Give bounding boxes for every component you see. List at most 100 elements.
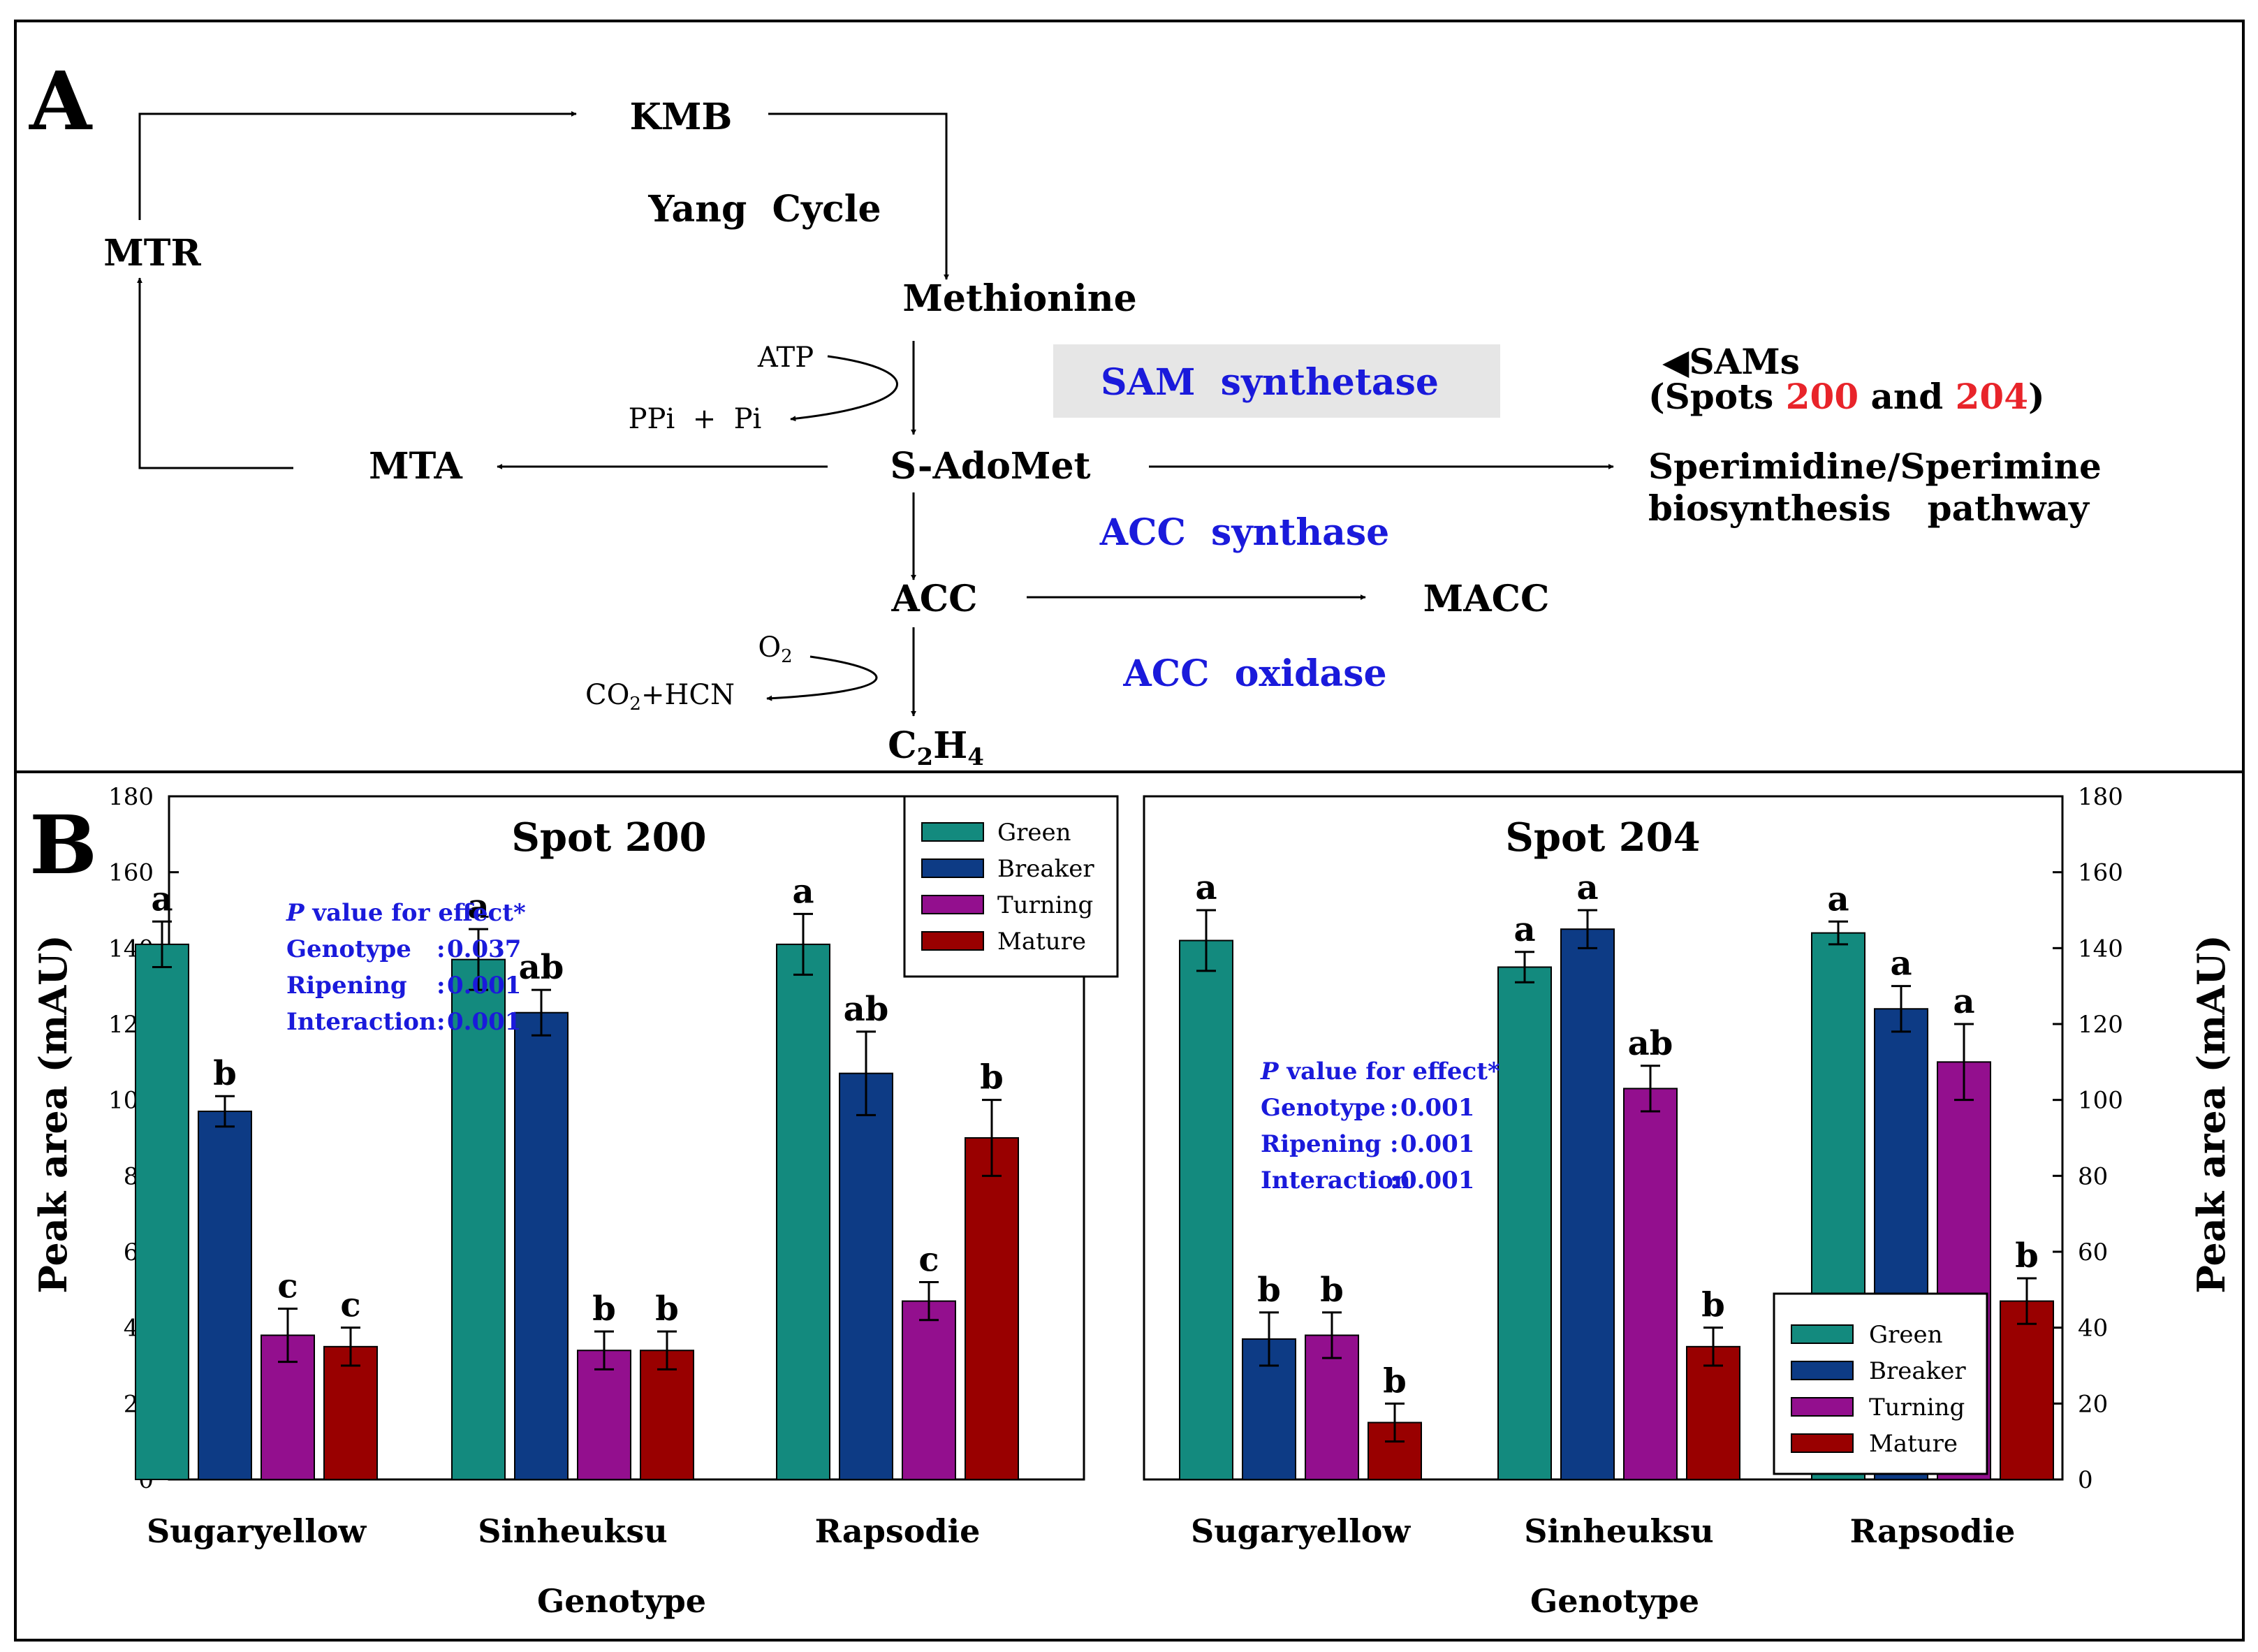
- x-category-label-spot-204: Rapsodie: [1850, 1512, 2016, 1550]
- pvalue-ripening-value: 0.001: [1400, 1130, 1474, 1158]
- chart-spot-200-x-axis-title: Genotype: [537, 1582, 706, 1620]
- significance-letter-spot-200: b: [592, 1289, 616, 1329]
- legend-swatch-turning: [921, 895, 984, 914]
- sams-marker: ◀: [1662, 341, 1689, 382]
- bar-spot-200-green: [135, 943, 189, 1480]
- pvalue-p: P: [286, 899, 305, 927]
- sams-note: ◀SAMs: [1662, 341, 1800, 382]
- cofactor-co2-hcn: CO2+HCN: [585, 679, 735, 715]
- legend-swatch-mature: [921, 931, 984, 951]
- figure-frame: [14, 20, 2245, 1642]
- enzyme-sam-synthetase: SAM synthetase: [1101, 361, 1439, 404]
- pvalue-ripening-colon: :: [437, 972, 446, 1000]
- legend-label-turning: Turning: [997, 891, 1093, 919]
- significance-letter-spot-204: a: [1953, 982, 1974, 1021]
- x-category-label-spot-200: Sinheuksu: [478, 1512, 668, 1550]
- legend-swatch-mature: [1791, 1433, 1854, 1453]
- node-s-adomet: S-AdoMet: [890, 445, 1090, 488]
- spots-open: (Spots: [1648, 376, 1786, 417]
- bar-spot-204-turning: [1623, 1088, 1678, 1481]
- x-category-label-spot-204: Sugaryellow: [1191, 1512, 1411, 1550]
- pvalue-interaction-value: 0.001: [447, 1008, 521, 1036]
- pvalue-genotype-value: 0.001: [1400, 1094, 1474, 1122]
- pvalue-genotype-value: 0.037: [447, 935, 521, 963]
- significance-letter-spot-200: ab: [844, 990, 889, 1029]
- significance-letter-spot-200: ab: [519, 948, 564, 987]
- significance-letter-spot-204: a: [1890, 944, 1912, 984]
- significance-letter-spot-204: a: [1195, 868, 1217, 907]
- chart-spot-204-x-labels: Sugaryellow Sinheuksu Rapsodie: [1191, 1512, 2015, 1550]
- node-methionine: Methionine: [902, 277, 1136, 320]
- arrow-o2-to-co2: [766, 655, 878, 701]
- legend-label-mature: Mature: [1869, 1430, 1958, 1458]
- legend-swatch-green: [921, 822, 984, 842]
- pathway-line-2: biosynthesis pathway: [1648, 488, 2090, 529]
- y-tick-label-spot-204: 180: [2078, 783, 2123, 811]
- yang-cycle-label: Yang Cycle: [647, 188, 881, 231]
- chart-spot-204-pvalues: P value for effect* Genotype : 0.001 Rip…: [1260, 1058, 1500, 1194]
- x-category-label-spot-200: Sugaryellow: [147, 1512, 367, 1550]
- chart-spot-200-x-labels: Sugaryellow Sinheuksu Rapsodie: [147, 1512, 980, 1550]
- significance-letter-spot-204: b: [1257, 1271, 1281, 1310]
- spots-200: 200: [1786, 376, 1859, 417]
- y-tick-label-spot-204: 140: [2078, 935, 2123, 963]
- significance-letter-spot-204: a: [1576, 868, 1598, 907]
- chart-spot-200-pvalues: P value for effect* Genotype : 0.037 Rip…: [286, 899, 526, 1036]
- o2-main: O: [758, 631, 781, 664]
- significance-letter-spot-200: c: [918, 1240, 939, 1279]
- pvalue-ripening-colon: :: [1390, 1130, 1399, 1158]
- significance-letter-spot-200: a: [467, 887, 489, 926]
- bar-spot-204-green: [1497, 966, 1552, 1480]
- y-tick-label-spot-204: 0: [2078, 1466, 2093, 1494]
- pvalue-title-rest: value for effect*: [1279, 1058, 1500, 1086]
- significance-letter-spot-204: b: [1383, 1361, 1407, 1401]
- significance-letter-spot-204: b: [2015, 1236, 2039, 1275]
- significance-letter-spot-200: c: [340, 1286, 360, 1325]
- enzyme-acc-oxidase: ACC oxidase: [1122, 652, 1386, 695]
- pvalue-genotype-label: Genotype: [1261, 1094, 1386, 1122]
- node-kmb: KMB: [630, 96, 733, 138]
- x-category-label-spot-204: Sinheuksu: [1524, 1512, 1714, 1550]
- arrow-kmb-to-methionine: [768, 112, 949, 280]
- y-tick-label-spot-204: 160: [2078, 859, 2123, 887]
- significance-letter-spot-204: b: [1320, 1271, 1344, 1310]
- y-tick-label-spot-204: 40: [2078, 1315, 2108, 1343]
- significance-letter-spot-200: b: [213, 1054, 237, 1093]
- chart-spot-204-y-ticks: 0 20 40 60 80 100 120 140 160 180: [2053, 783, 2123, 1494]
- bar-spot-204-mature: [2000, 1300, 2054, 1480]
- bar-spot-200-breaker: [514, 1011, 569, 1480]
- bar-spot-204-green: [1179, 940, 1233, 1480]
- legend-swatch-breaker: [921, 858, 984, 878]
- arrow-mta-to-mtr: [137, 277, 293, 469]
- chart-spot-204-x-axis-title: Genotype: [1530, 1582, 1699, 1620]
- legend-label-turning: Turning: [1869, 1394, 1965, 1421]
- bar-spot-200-mature: [965, 1137, 1019, 1480]
- legend-label-green: Green: [1869, 1321, 1943, 1349]
- node-c2h4: C2H4: [888, 724, 984, 771]
- legend-label-green: Green: [997, 819, 1071, 847]
- cofactor-ppi-pi: PPi + Pi: [629, 403, 762, 435]
- chart-spot-200-title: Spot 200: [511, 814, 706, 861]
- pvalue-ripening-label: Ripening: [286, 972, 407, 1000]
- spots-close: ): [2028, 376, 2045, 417]
- panel-a-label: A: [29, 54, 93, 149]
- pathway-line-1: Sperimidine/Sperimine: [1648, 446, 2102, 487]
- significance-letter-spot-200: a: [151, 879, 173, 919]
- y-tick-label-spot-200: 180: [108, 783, 154, 811]
- bar-spot-200-turning: [902, 1300, 956, 1480]
- pvalue-interaction-colon: :: [1390, 1167, 1399, 1194]
- pvalue-title: P value for effect*: [1260, 1058, 1500, 1086]
- significance-letter-spot-204: b: [1701, 1286, 1725, 1325]
- spots-and: and: [1859, 376, 1956, 417]
- c2h4-sub2: 4: [967, 743, 984, 771]
- y-tick-label-spot-204: 100: [2078, 1087, 2123, 1115]
- co2-main: CO: [585, 679, 629, 711]
- node-mta: MTA: [369, 445, 462, 488]
- bar-spot-200-mature: [640, 1350, 694, 1481]
- significance-letter-spot-200: b: [980, 1058, 1004, 1097]
- pvalue-interaction-colon: :: [437, 1008, 446, 1036]
- bar-spot-200-breaker: [198, 1110, 252, 1480]
- y-tick-label-spot-204: 60: [2078, 1238, 2108, 1266]
- legend-swatch-breaker: [1791, 1361, 1854, 1380]
